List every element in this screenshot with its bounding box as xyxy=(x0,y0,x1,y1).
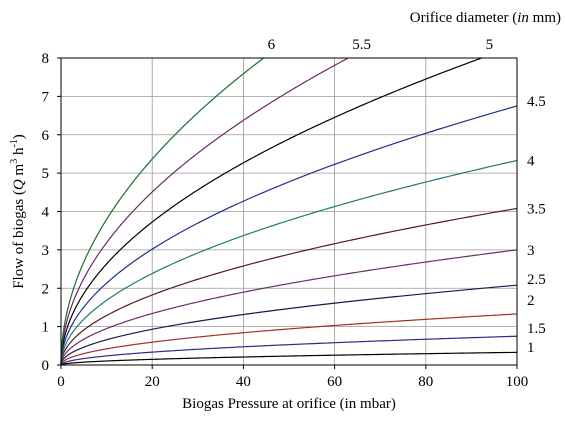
y-tick-label: 8 xyxy=(42,51,50,67)
series-line-2 xyxy=(60,313,518,366)
series-line-1-5 xyxy=(60,335,518,366)
label-layer: 1 1.5 2 2.5 3 3.5 4 4.5 5 5.5 6 xyxy=(268,37,546,356)
curve-label-3: 3 xyxy=(527,243,535,259)
curve-label-1: 1 xyxy=(527,340,535,356)
series-line-1 xyxy=(60,351,518,366)
series-line-5-5 xyxy=(60,57,349,366)
series-line-5 xyxy=(60,57,482,366)
series-line-3 xyxy=(60,249,518,366)
x-tick-label: 80 xyxy=(418,374,433,390)
x-tick-label: 100 xyxy=(506,374,529,390)
curve-label-4-5: 4.5 xyxy=(527,94,546,110)
y-tick-label: 5 xyxy=(42,166,50,182)
x-tick-label: 60 xyxy=(327,374,342,390)
x-tick-label: 0 xyxy=(57,374,65,390)
curve-label-5-5: 5.5 xyxy=(352,37,371,53)
series-line-4-5 xyxy=(60,105,518,366)
y-tick-label: 7 xyxy=(42,89,50,105)
series-line-2-5 xyxy=(60,284,518,366)
y-tick-label: 2 xyxy=(42,281,50,297)
series-line-4 xyxy=(60,159,518,366)
x-axis-title: Biogas Pressure at orifice (in mbar) xyxy=(182,396,396,412)
y-tick-label: 4 xyxy=(42,205,50,221)
x-tick-label: 40 xyxy=(236,374,251,390)
grid-layer xyxy=(61,58,517,365)
series-line-3-5 xyxy=(60,207,518,366)
y-tick-label: 6 xyxy=(42,128,50,144)
series-line-6 xyxy=(60,57,265,366)
x-tick-label: 20 xyxy=(145,374,160,390)
curve-label-2-5: 2.5 xyxy=(527,272,546,288)
curve-label-6: 6 xyxy=(268,37,276,53)
legend-title: Orifice diameter (in mm) xyxy=(410,10,561,26)
y-tick-label: 1 xyxy=(42,320,50,336)
curve-label-3-5: 3.5 xyxy=(527,201,546,217)
y-axis-title: Flow of biogas (Q m3 h-1) xyxy=(9,134,27,289)
series-layer xyxy=(60,57,518,366)
curve-label-5: 5 xyxy=(486,37,494,53)
curve-label-4: 4 xyxy=(527,153,535,169)
curve-label-1-5: 1.5 xyxy=(527,321,546,337)
tick-layer: 0 20 40 60 80 100 0 1 2 3 4 5 6 7 8 xyxy=(42,51,529,390)
y-tick-label: 0 xyxy=(42,358,50,374)
curve-label-2: 2 xyxy=(527,293,535,309)
y-tick-label: 3 xyxy=(42,243,50,259)
